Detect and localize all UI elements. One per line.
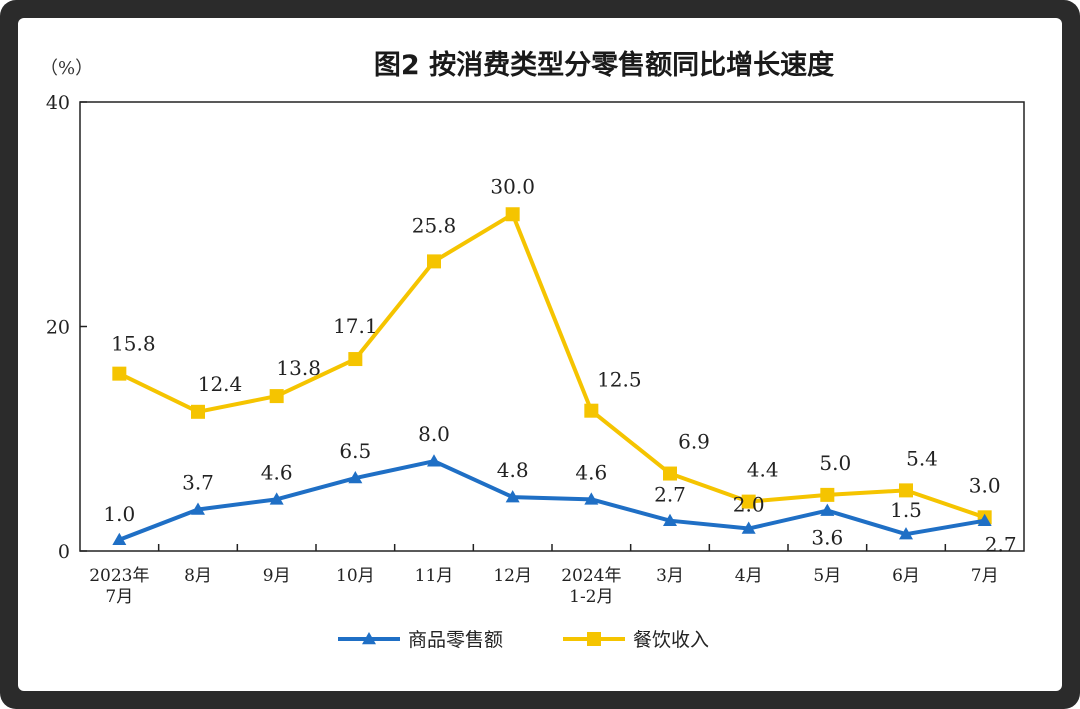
x-axis: 2023年 7月 8月 9月 10月 11月 12月 2024年 1-2月 3月 4月 5月 6月 7月 [89,544,999,607]
goods-point [584,492,599,505]
goods-point [977,513,992,526]
plot-frame [79,101,1025,552]
goods-point [741,521,756,534]
catering-point [820,487,835,502]
catering-point [584,403,599,418]
catering-data-label: 30.0 [490,174,535,198]
catering-data-label: 5.4 [906,446,938,470]
goods-point [191,502,205,515]
x-tick-label: 2024年 1-2月 [561,566,621,607]
series-line-goods [118,459,986,542]
series-line-catering [118,212,986,520]
goods-data-label: 4.6 [261,460,293,484]
legend: 商品零售额 餐饮收入 [338,629,709,651]
goods-data-label: 3.6 [811,526,843,550]
data-labels: 1.0 3.7 4.6 6.5 8.0 4.8 4.6 2.7 2.0 3.6 1.5 2.7 15.8… [103,174,1016,556]
y-tick-label: 40 [46,92,70,114]
x-tick-label: 9月 [263,566,291,586]
goods-point [899,527,913,540]
goods-point [348,471,363,484]
x-tick-label: 6月 [892,566,920,586]
x-tick-label: 12月 [493,566,532,586]
chart-canvas: 图2 按消费类型分零售额同比增长速度 （%） 0 20 40 2023年 7月 8月 9月… [18,18,1062,691]
catering-data-label: 12.4 [198,372,243,396]
goods-data-label: 8.0 [418,422,450,446]
goods-data-label: 2.0 [733,493,765,517]
y-unit-label: （%） [40,58,93,79]
legend-marker-triangle [362,632,376,645]
x-tick-label: 7月 [971,566,999,586]
catering-point [348,352,363,367]
x-tick-label: 4月 [735,566,763,586]
catering-data-label: 4.4 [747,458,779,482]
goods-data-label: 2.7 [654,483,686,507]
catering-data-label: 17.1 [333,314,378,338]
catering-data-label: 6.9 [678,430,710,454]
catering-point [427,254,441,269]
catering-point [741,494,756,509]
legend-marker-square [587,632,601,646]
catering-point [505,207,520,222]
catering-point [899,483,913,498]
catering-data-label: 15.8 [111,332,156,356]
x-tick-label: 10月 [336,566,375,586]
goods-data-label: 4.6 [575,460,607,484]
x-tick-label: 11月 [415,566,454,586]
y-tick-label: 0 [58,541,70,563]
catering-point [191,404,205,419]
chart-svg: 图2 按消费类型分零售额同比增长速度 （%） 0 20 40 2023年 7月 8月 9月… [40,49,1025,651]
catering-data-label: 5.0 [819,451,851,475]
x-tick-label: 5月 [813,566,841,586]
goods-point [112,532,127,546]
goods-data-label: 1.0 [103,502,135,526]
goods-point [427,454,441,467]
goods-point [820,503,835,516]
goods-data-label: 4.8 [497,458,529,482]
x-tick-label: 3月 [656,566,684,586]
goods-point [663,513,677,526]
series-layer [112,207,992,546]
goods-point [505,490,520,503]
catering-data-label: 3.0 [969,473,1001,497]
goods-data-label: 3.7 [182,470,214,494]
x-tick-label: 2023年 7月 [89,566,149,607]
y-tick-label: 20 [46,317,70,339]
catering-data-label: 13.8 [276,356,321,380]
goods-data-label: 2.7 [985,533,1017,557]
goods-data-label: 6.5 [339,439,371,463]
catering-point [663,466,677,481]
legend-label: 餐饮收入 [633,629,709,651]
catering-point [112,366,127,381]
x-tick-label: 8月 [184,566,212,586]
catering-data-label: 12.5 [597,368,642,392]
y-axis: 0 20 40 [46,92,87,563]
catering-point [269,389,284,404]
goods-data-label: 1.5 [890,498,922,522]
catering-data-label: 25.8 [412,213,457,237]
legend-label: 商品零售额 [408,629,503,651]
chart-title: 图2 按消费类型分零售额同比增长速度 [374,49,834,81]
goods-point [269,492,284,505]
